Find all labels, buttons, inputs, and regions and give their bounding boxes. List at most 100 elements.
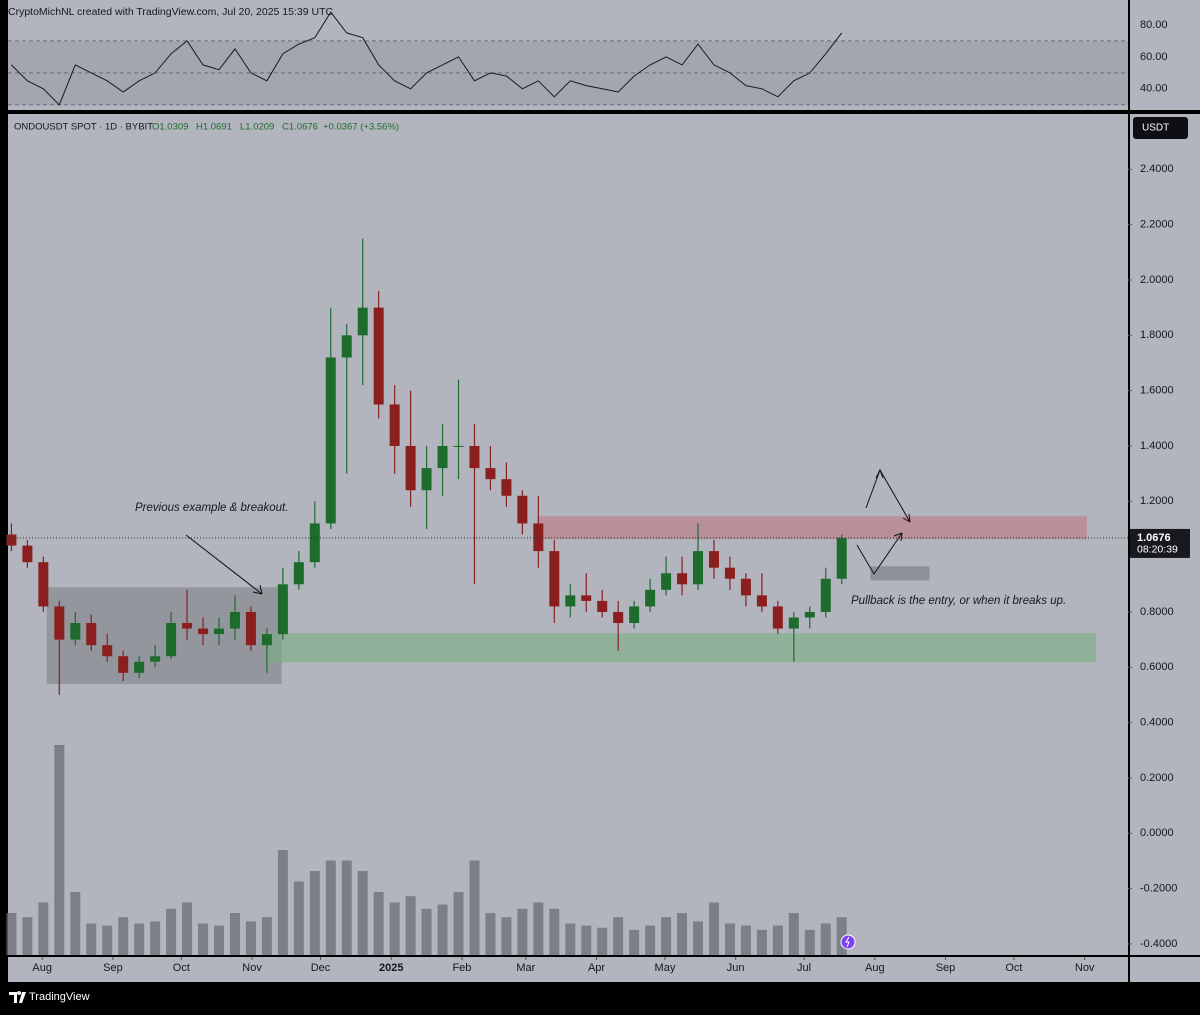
event-icon-glyph: [845, 936, 850, 948]
candle-body: [182, 623, 193, 629]
volume-bar: [54, 745, 65, 955]
candle-body: [245, 611, 256, 646]
candle-body: [549, 551, 560, 607]
volume-bar: [597, 927, 608, 955]
x-tick-label: Sep: [936, 962, 956, 974]
candle-body: [166, 623, 177, 657]
candle-body: [693, 551, 704, 585]
volume-bar: [421, 908, 432, 955]
volume-bar: [293, 881, 304, 955]
x-tick-label: Apr: [588, 962, 605, 974]
candle-body: [70, 623, 81, 640]
volume-bar: [677, 913, 688, 955]
volume-bar: [453, 892, 464, 955]
volume-bar: [724, 923, 735, 955]
rsi-tick-label: 40.00: [1140, 83, 1168, 95]
time-axis: [8, 957, 1128, 982]
x-tick-label: Jun: [727, 962, 745, 974]
rsi-tick-label: 80.00: [1140, 19, 1168, 31]
volume-bar: [772, 925, 783, 955]
candle-body: [533, 523, 544, 552]
candle-body: [118, 656, 129, 673]
footer: [0, 985, 1200, 1010]
candle-body: [405, 445, 416, 491]
volume-bar: [6, 913, 17, 955]
change: +0.0367 (+3.56%): [323, 122, 399, 133]
currency: USDT: [1142, 123, 1169, 134]
y-tick-label: 0.8000: [1140, 606, 1174, 618]
last-price-box: [1130, 528, 1190, 558]
volume-bar: [804, 929, 815, 955]
annotation: Pullback is the entry, or when it breaks…: [851, 595, 1066, 607]
candle-body: [198, 628, 209, 635]
y-tick-label: 2.2000: [1140, 219, 1174, 231]
candle-body: [6, 534, 17, 546]
volume-bar: [740, 925, 751, 955]
candle-body: [309, 523, 320, 563]
y-tick-label: 1.4000: [1140, 440, 1174, 452]
currency-badge[interactable]: [1133, 117, 1188, 139]
symbol: ONDOUSDT SPOT · 1D · BYBIT: [14, 122, 153, 133]
volume-bar: [756, 929, 767, 955]
x-tick-label: Mar: [516, 962, 535, 974]
volume-bar: [38, 902, 49, 955]
volume-bar: [661, 917, 672, 955]
candle-body: [277, 584, 288, 635]
volume-bar: [581, 925, 592, 955]
candle-body: [293, 562, 304, 585]
volume-bar: [836, 917, 847, 955]
arrow: [856, 532, 903, 575]
volume-bar: [820, 923, 831, 955]
ohlc-low: L1.0209: [240, 122, 274, 133]
arrow-head: [252, 584, 263, 595]
volume-bar: [645, 925, 656, 955]
volume-bar: [22, 917, 33, 955]
ohlc-close: C1.0676: [282, 122, 318, 133]
candle-body: [102, 645, 113, 657]
volume-bar: [533, 902, 544, 955]
volume-bar: [86, 923, 97, 955]
candle-body: [261, 634, 272, 646]
volume-bar: [229, 913, 240, 955]
candle-body: [134, 661, 145, 673]
volume-bar: [261, 917, 272, 955]
candle-body: [22, 545, 33, 563]
candle-body: [469, 445, 480, 469]
candle-body: [437, 445, 448, 469]
volume-bar: [565, 923, 576, 955]
volume-bar: [134, 923, 145, 955]
y-tick-label: 0.0000: [1140, 827, 1174, 839]
volume-bar: [788, 913, 799, 955]
zone: [870, 566, 930, 581]
candle-body: [629, 606, 640, 624]
candle-body: [86, 623, 97, 646]
brand: TradingView: [29, 991, 90, 1003]
candle-body: [229, 611, 240, 629]
candle-body: [517, 495, 528, 524]
x-tick-label: May: [655, 962, 676, 974]
volume-bar: [198, 923, 209, 955]
volume-bar: [182, 902, 193, 955]
candle-body: [150, 656, 161, 662]
volume-bar: [469, 860, 480, 955]
y-tick-label: 1.6000: [1140, 385, 1174, 397]
volume-bar: [213, 925, 224, 955]
candle-body: [453, 445, 464, 447]
volume-bar: [373, 892, 384, 955]
x-tick-label: Jul: [797, 962, 811, 974]
y-tick-label: 0.4000: [1140, 717, 1174, 729]
candle-body: [772, 606, 783, 629]
x-tick-label: 2025: [379, 962, 403, 974]
candle-body: [581, 595, 592, 601]
rsi-axis: [1130, 0, 1200, 110]
ohlc-high: H1.0691: [196, 122, 232, 133]
candle-body: [565, 595, 576, 607]
candle-body: [38, 562, 49, 607]
plot-layer: 40.00 60.00 80.00 -0.4000 -0.2000 0.0000 0.200…: [6, 11, 1190, 974]
candle-body: [756, 595, 767, 607]
zone: [537, 516, 1087, 540]
countdown: 08:20:39: [1137, 544, 1178, 556]
volume-bar: [405, 896, 416, 955]
